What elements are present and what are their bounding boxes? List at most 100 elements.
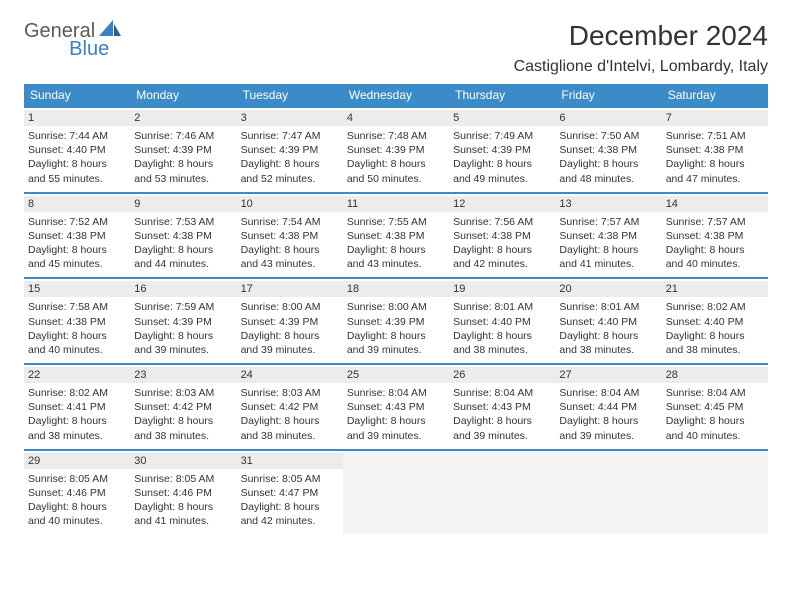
sunset-line: Sunset: 4:46 PM (28, 486, 126, 500)
calendar-day-cell: 23Sunrise: 8:03 AMSunset: 4:42 PMDayligh… (130, 364, 236, 450)
sunrise-line: Sunrise: 8:01 AM (453, 300, 551, 314)
daylight-line-1: Daylight: 8 hours (241, 329, 339, 343)
sunrise-line: Sunrise: 8:02 AM (666, 300, 764, 314)
sunrise-line: Sunrise: 8:02 AM (28, 386, 126, 400)
calendar-day-cell: 15Sunrise: 7:58 AMSunset: 4:38 PMDayligh… (24, 278, 130, 364)
day-number: 8 (24, 196, 130, 212)
sunset-line: Sunset: 4:42 PM (241, 400, 339, 414)
sunset-line: Sunset: 4:41 PM (28, 400, 126, 414)
daylight-line-2: and 44 minutes. (134, 257, 232, 271)
daylight-line-1: Daylight: 8 hours (666, 329, 764, 343)
sunrise-line: Sunrise: 7:47 AM (241, 129, 339, 143)
daylight-line-2: and 52 minutes. (241, 172, 339, 186)
daylight-line-2: and 38 minutes. (666, 343, 764, 357)
sunset-line: Sunset: 4:46 PM (134, 486, 232, 500)
day-number: 19 (449, 281, 555, 297)
daylight-line-1: Daylight: 8 hours (347, 329, 445, 343)
sunrise-line: Sunrise: 7:57 AM (666, 215, 764, 229)
daylight-line-1: Daylight: 8 hours (134, 329, 232, 343)
sunset-line: Sunset: 4:38 PM (28, 229, 126, 243)
sunrise-line: Sunrise: 7:59 AM (134, 300, 232, 314)
daylight-line-2: and 40 minutes. (28, 343, 126, 357)
day-header: Thursday (449, 84, 555, 107)
daylight-line-2: and 50 minutes. (347, 172, 445, 186)
calendar-day-cell: 28 Sunrise: 8:04 AMSunset: 4:45 PMDayligh… (662, 364, 768, 450)
day-number: 28 (662, 367, 768, 383)
day-number: 21 (662, 281, 768, 297)
calendar-day-cell: 27Sunrise: 8:04 AMSunset: 4:44 PMDayligh… (555, 364, 661, 450)
daylight-line-2: and 40 minutes. (666, 429, 764, 443)
sunset-line: Sunset: 4:38 PM (559, 143, 657, 157)
sunrise-line: Sunrise: 7:50 AM (559, 129, 657, 143)
day-header: Wednesday (343, 84, 449, 107)
calendar-day-cell (449, 450, 555, 535)
daylight-line-1: Daylight: 8 hours (134, 500, 232, 514)
daylight-line-2: and 42 minutes. (453, 257, 551, 271)
day-number: 20 (555, 281, 661, 297)
daylight-line-1: Daylight: 8 hours (666, 414, 764, 428)
sunrise-line: Sunrise: 7:49 AM (453, 129, 551, 143)
calendar-day-cell (555, 450, 661, 535)
sunset-line: Sunset: 4:44 PM (559, 400, 657, 414)
logo: General Blue (24, 20, 163, 43)
day-number: 10 (237, 196, 343, 212)
calendar-day-cell: 6Sunrise: 7:50 AMSunset: 4:38 PMDaylight… (555, 107, 661, 193)
sunrise-line: Sunrise: 7:56 AM (453, 215, 551, 229)
calendar-day-cell: 26Sunrise: 8:04 AMSunset: 4:43 PMDayligh… (449, 364, 555, 450)
day-number: 18 (343, 281, 449, 297)
daylight-line-2: and 40 minutes. (28, 514, 126, 528)
day-number: 11 (343, 196, 449, 212)
sunset-line: Sunset: 4:39 PM (241, 143, 339, 157)
calendar-week-row: 29Sunrise: 8:05 AMSunset: 4:46 PMDayligh… (24, 450, 768, 535)
day-number: 3 (237, 110, 343, 126)
sunset-line: Sunset: 4:38 PM (134, 229, 232, 243)
daylight-line-2: and 55 minutes. (28, 172, 126, 186)
calendar-week-row: 1Sunrise: 7:44 AMSunset: 4:40 PMDaylight… (24, 107, 768, 193)
daylight-line-1: Daylight: 8 hours (559, 414, 657, 428)
daylight-line-1: Daylight: 8 hours (666, 243, 764, 257)
sunrise-line: Sunrise: 8:01 AM (559, 300, 657, 314)
daylight-line-1: Daylight: 8 hours (241, 157, 339, 171)
sunset-line: Sunset: 4:40 PM (28, 143, 126, 157)
sunset-line: Sunset: 4:38 PM (241, 229, 339, 243)
location-label: Castiglione d'Intelvi, Lombardy, Italy (514, 58, 768, 76)
sunrise-line: Sunrise: 7:53 AM (134, 215, 232, 229)
calendar-day-cell: 29Sunrise: 8:05 AMSunset: 4:46 PMDayligh… (24, 450, 130, 535)
sunrise-line: Sunrise: 7:55 AM (347, 215, 445, 229)
day-number: 23 (130, 367, 236, 383)
logo-text-blue: Blue (69, 38, 109, 61)
sunrise-line: Sunrise: 8:05 AM (134, 472, 232, 486)
sunrise-line: Sunrise: 7:46 AM (134, 129, 232, 143)
day-number: 25 (343, 367, 449, 383)
calendar-day-cell: 24Sunrise: 8:03 AMSunset: 4:42 PMDayligh… (237, 364, 343, 450)
day-number: 24 (237, 367, 343, 383)
calendar-day-cell: 25Sunrise: 8:04 AMSunset: 4:43 PMDayligh… (343, 364, 449, 450)
sunrise-line: Sunrise: 8:04 AM (666, 386, 764, 400)
day-number: 9 (130, 196, 236, 212)
sunrise-line: Sunrise: 8:00 AM (347, 300, 445, 314)
calendar-week-row: 8Sunrise: 7:52 AMSunset: 4:38 PMDaylight… (24, 193, 768, 279)
daylight-line-2: and 38 minutes. (241, 429, 339, 443)
sunrise-line: Sunrise: 8:03 AM (241, 386, 339, 400)
sunset-line: Sunset: 4:42 PM (134, 400, 232, 414)
calendar-day-cell: 17Sunrise: 8:00 AMSunset: 4:39 PMDayligh… (237, 278, 343, 364)
daylight-line-2: and 45 minutes. (28, 257, 126, 271)
day-number: 29 (24, 453, 130, 469)
sunrise-line: Sunrise: 7:48 AM (347, 129, 445, 143)
calendar-day-cell: 20Sunrise: 8:01 AMSunset: 4:40 PMDayligh… (555, 278, 661, 364)
daylight-line-2: and 43 minutes. (241, 257, 339, 271)
sunrise-line: Sunrise: 8:04 AM (559, 386, 657, 400)
month-title: December 2024 (514, 20, 768, 52)
daylight-line-1: Daylight: 8 hours (559, 329, 657, 343)
sunset-line: Sunset: 4:39 PM (134, 143, 232, 157)
sunrise-line: Sunrise: 8:04 AM (453, 386, 551, 400)
day-number: 15 (24, 281, 130, 297)
day-number: 26 (449, 367, 555, 383)
calendar-day-cell: 30Sunrise: 8:05 AMSunset: 4:46 PMDayligh… (130, 450, 236, 535)
day-header: Saturday (662, 84, 768, 107)
daylight-line-1: Daylight: 8 hours (347, 157, 445, 171)
daylight-line-2: and 48 minutes. (559, 172, 657, 186)
sunset-line: Sunset: 4:45 PM (666, 400, 764, 414)
sunrise-line: Sunrise: 7:44 AM (28, 129, 126, 143)
day-number: 16 (130, 281, 236, 297)
